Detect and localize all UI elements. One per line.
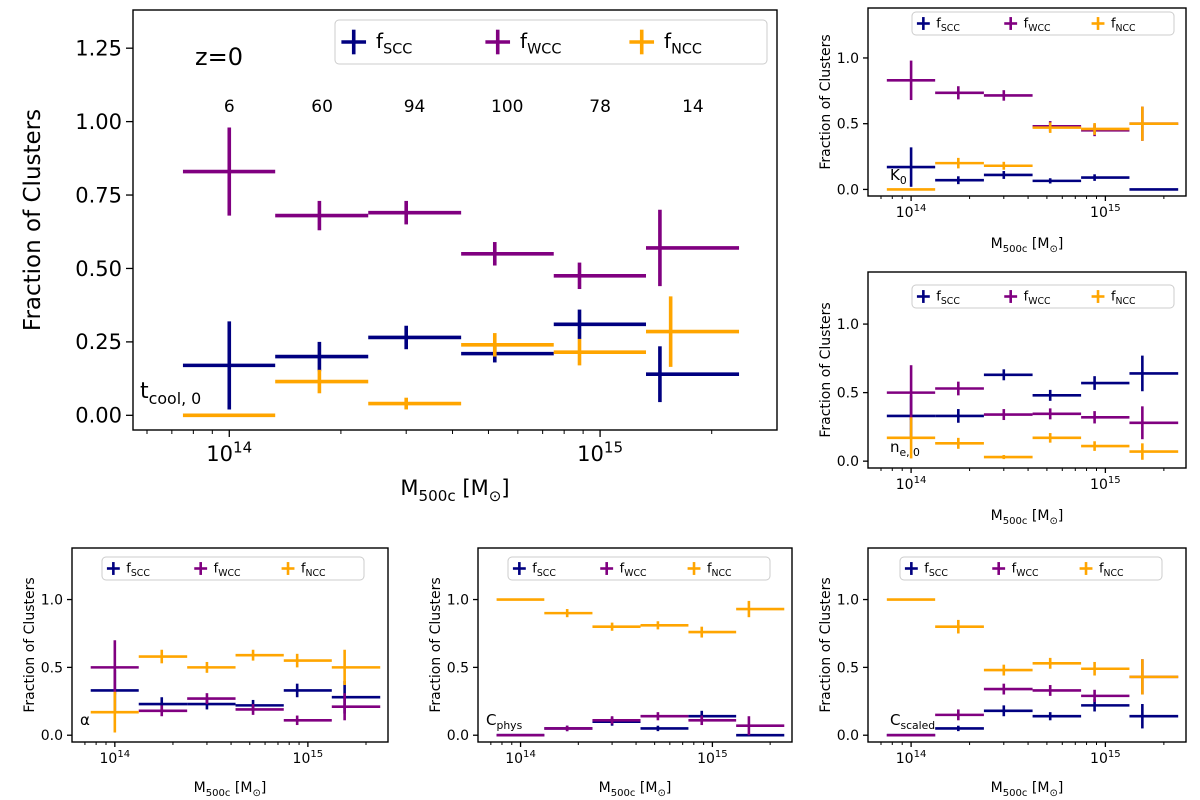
- legend-box: [101, 556, 365, 581]
- y-tick-label: 0.25: [75, 330, 122, 354]
- legend-label-scc: fSCC: [126, 561, 150, 579]
- legend-label-wcc: fWCC: [520, 29, 561, 58]
- x-tick-label: 1015: [697, 749, 728, 767]
- legend-label-scc: fSCC: [532, 561, 556, 579]
- legend-label-wcc: fWCC: [1024, 16, 1051, 34]
- legend-label-ncc: fNCC: [1111, 289, 1136, 307]
- y-tick-label: 0.00: [75, 404, 122, 428]
- y-tick-label: 1.0: [837, 592, 859, 608]
- bin-count-label: 100: [491, 97, 523, 117]
- y-tick-label: 0.0: [837, 182, 859, 198]
- legend-label-scc: fSCC: [924, 561, 948, 579]
- y-tick-label: 1.0: [41, 592, 63, 608]
- y-tick-label: 0.0: [41, 728, 63, 744]
- y-tick-label: 1.0: [837, 51, 859, 67]
- plot-frame: [867, 547, 1187, 743]
- plot-frame: [132, 9, 778, 431]
- x-tick-label: 1014: [896, 203, 927, 221]
- legend-label-wcc: fWCC: [214, 561, 241, 579]
- y-tick-label: 0.50: [75, 257, 122, 281]
- y-axis-label: Fraction of Clusters: [428, 577, 444, 712]
- y-tick-label: 0.75: [75, 183, 122, 207]
- x-tick-label: 1015: [1090, 203, 1121, 221]
- y-tick-label: 0.5: [837, 386, 859, 402]
- y-tick-label: 0.5: [447, 660, 469, 676]
- legend-label-scc: fSCC: [936, 16, 960, 34]
- x-tick-label: 1014: [505, 749, 536, 767]
- y-tick-label: 1.0: [447, 592, 469, 608]
- y-axis-label: Fraction of Clusters: [20, 109, 46, 331]
- legend-label-scc: fSCC: [936, 289, 960, 307]
- x-axis-label: M500c [M⊙]: [599, 780, 672, 799]
- y-tick-label: 0.5: [837, 117, 859, 133]
- y-axis-label: Fraction of Clusters: [818, 34, 834, 169]
- panel-property-label: Cscaled: [890, 711, 935, 732]
- panel-property-label: tcool, 0: [140, 379, 201, 408]
- legend-box: [899, 556, 1163, 581]
- legend-box: [911, 11, 1175, 36]
- bin-count-label: 6: [224, 97, 235, 117]
- x-axis-label: M500c [M⊙]: [991, 236, 1064, 255]
- plot-frame: [477, 547, 793, 743]
- legend-label-ncc: fNCC: [664, 29, 702, 58]
- y-axis-label: Fraction of Clusters: [22, 577, 38, 712]
- x-axis-label: M500c [M⊙]: [400, 476, 509, 505]
- legend-label-ncc: fNCC: [1099, 561, 1124, 579]
- panel-property-label: K0: [890, 166, 907, 187]
- panel-property-label: Cphys: [486, 711, 523, 732]
- y-axis-label: Fraction of Clusters: [818, 577, 834, 712]
- x-tick-label: 1014: [100, 749, 131, 767]
- panel-tcool: z=0 1014 1015 0.00 0.25 0.50 0.75 1.00 1.25 Frac…: [20, 9, 778, 505]
- legend-box: [334, 19, 768, 65]
- legend-label-ncc: fNCC: [301, 561, 326, 579]
- panel-property-label: α: [80, 711, 90, 729]
- bin-count-label: 94: [404, 97, 426, 117]
- legend-label-ncc: fNCC: [707, 561, 732, 579]
- x-axis-label: M500c [M⊙]: [194, 780, 267, 799]
- plot-frame: [867, 271, 1187, 469]
- x-tick-label: 1015: [577, 438, 623, 466]
- x-tick-label: 1014: [206, 438, 252, 466]
- bin-count-label: 78: [589, 97, 611, 117]
- x-tick-label: 1015: [1090, 749, 1121, 767]
- y-tick-label: 0.0: [447, 728, 469, 744]
- x-axis-label: M500c [M⊙]: [991, 508, 1064, 527]
- plot-frame: [867, 7, 1187, 197]
- legend-label-scc: fSCC: [376, 29, 412, 58]
- bin-count-label: 60: [311, 97, 333, 117]
- legend-box: [911, 284, 1175, 309]
- legend-label-wcc: fWCC: [1012, 561, 1039, 579]
- y-tick-label: 1.0: [837, 317, 859, 333]
- y-tick-label: 0.0: [837, 454, 859, 470]
- y-tick-label: 0.5: [837, 660, 859, 676]
- legend-label-wcc: fWCC: [1024, 289, 1051, 307]
- bin-count-label: 14: [682, 97, 704, 117]
- panel-tcool-annotation: z=0: [195, 43, 243, 71]
- legend-label-ncc: fNCC: [1111, 16, 1136, 34]
- plot-frame: [71, 547, 389, 743]
- panel-property-label: ne, 0: [890, 438, 920, 459]
- legend-label-wcc: fWCC: [620, 561, 647, 579]
- y-tick-label: 0.5: [41, 660, 63, 676]
- y-tick-label: 1.00: [75, 110, 122, 134]
- x-tick-label: 1015: [293, 749, 324, 767]
- x-tick-label: 1014: [896, 749, 927, 767]
- x-tick-label: 1014: [896, 475, 927, 493]
- legend-box: [507, 556, 771, 581]
- y-tick-label: 0.0: [837, 728, 859, 744]
- x-axis-label: M500c [M⊙]: [991, 780, 1064, 799]
- y-axis-label: Fraction of Clusters: [818, 302, 834, 437]
- y-tick-label: 1.25: [75, 37, 122, 61]
- x-tick-label: 1015: [1090, 475, 1121, 493]
